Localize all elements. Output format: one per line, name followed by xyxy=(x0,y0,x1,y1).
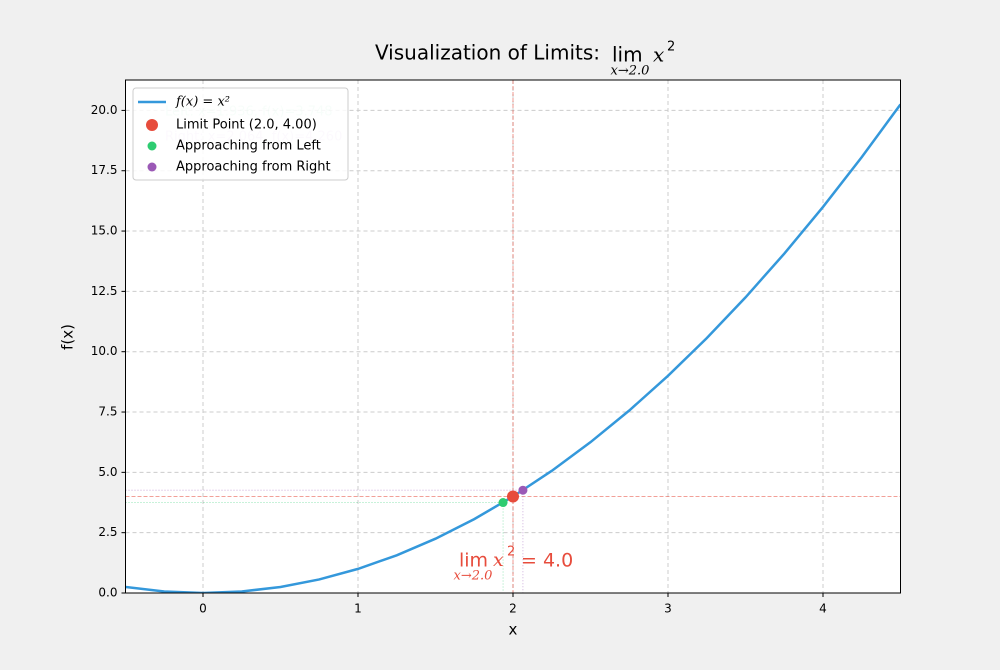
legend-label: Limit Point (2.0, 4.00) xyxy=(176,118,317,133)
legend-marker xyxy=(146,119,158,131)
annotation-operator: lim xyxy=(459,550,488,572)
annotation-variable: x xyxy=(493,549,504,571)
y-tick-label: 12.5 xyxy=(91,284,118,298)
y-tick-label: 0.0 xyxy=(98,586,117,600)
annotation-result: = 4.0 xyxy=(521,550,573,572)
y-tick-label: 7.5 xyxy=(98,405,117,419)
title-exponent: 2 xyxy=(667,40,675,55)
title-subscript: x→2.0 xyxy=(611,64,650,79)
chart-title: Visualization of Limits: xyxy=(375,41,600,65)
x-tick-label: 0 xyxy=(199,602,207,616)
y-tick-label: 10.0 xyxy=(91,344,118,358)
legend-marker xyxy=(147,162,157,172)
y-tick-label: 5.0 xyxy=(98,465,117,479)
annotation-exponent: 2 xyxy=(507,545,515,560)
y-tick-label: 15.0 xyxy=(91,224,118,238)
x-tick-label: 3 xyxy=(664,602,672,616)
point xyxy=(498,498,508,508)
y-tick-label: 17.5 xyxy=(91,163,118,177)
x-axis-label: x xyxy=(509,621,518,639)
x-tick-label: 2 xyxy=(509,602,517,616)
point xyxy=(518,485,528,495)
point xyxy=(507,490,519,503)
axes-frame xyxy=(125,79,901,594)
legend-box xyxy=(132,87,349,181)
x-tick-label: 4 xyxy=(819,602,827,616)
annotation-subscript: x→2.0 xyxy=(454,569,493,584)
legend-label: f(x) = x² xyxy=(175,95,230,110)
legend-label: Approaching from Right xyxy=(176,160,331,175)
title-operator: lim xyxy=(612,43,643,67)
y-tick-label: 20.0 xyxy=(91,103,118,117)
legend-label: Approaching from Left xyxy=(176,139,321,154)
y-tick-label: 2.5 xyxy=(98,525,117,539)
legend-marker xyxy=(147,141,157,151)
title-variable: x xyxy=(653,43,664,67)
x-tick-label: 1 xyxy=(354,602,362,616)
y-axis-label: f(x) xyxy=(59,324,77,350)
